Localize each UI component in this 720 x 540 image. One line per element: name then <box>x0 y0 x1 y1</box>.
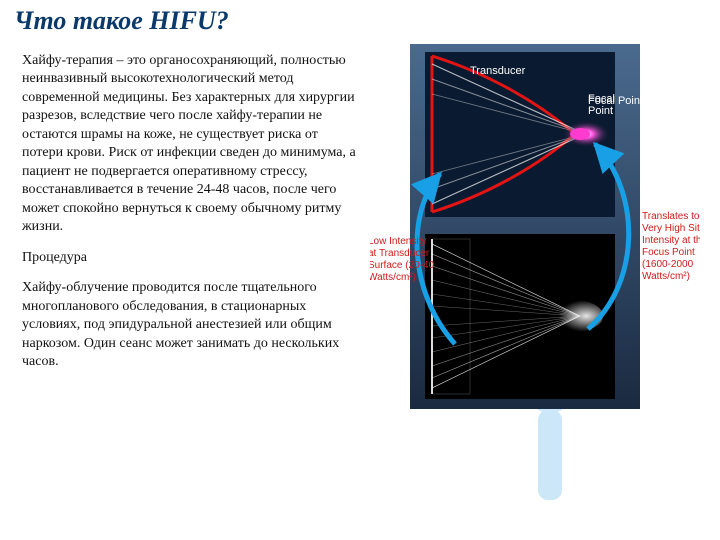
svg-text:at Transducer: at Transducer <box>370 248 430 259</box>
top-panel: Transducer Focal Point Focal Point <box>425 52 643 217</box>
paragraph: Хайфу-терапия – это органосохраняющий, п… <box>22 52 362 237</box>
label-focal-line1: Focal <box>588 93 615 105</box>
svg-text:Very High Site: Very High Site <box>642 223 700 234</box>
body-text-column: Хайфу-терапия – это органосохраняющий, п… <box>22 52 362 384</box>
bottom-panel <box>425 234 615 399</box>
label-high-intensity: Translates to Very High Site Intensity a… <box>642 211 700 282</box>
svg-text:Watts/cm²): Watts/cm²) <box>370 272 416 283</box>
page-title: Что такое HIFU? <box>14 6 229 36</box>
svg-text:Intensity at the: Intensity at the <box>642 235 700 246</box>
paragraph: Хайфу-облучение проводится после тщатель… <box>22 279 362 371</box>
svg-text:(1600-2000: (1600-2000 <box>642 259 694 270</box>
paragraph-heading: Процедура <box>22 249 362 267</box>
svg-text:Watts/cm²): Watts/cm²) <box>642 271 690 282</box>
svg-text:Surface (20-40: Surface (20-40 <box>370 260 435 271</box>
label-focal-line2: Point <box>588 105 613 117</box>
slide: Что такое HIFU? Хайфу-терапия – это орга… <box>0 0 720 540</box>
svg-text:Focus Point: Focus Point <box>642 247 695 258</box>
svg-text:Translates to: Translates to <box>642 211 700 222</box>
svg-text:Low Intensity: Low Intensity <box>370 236 426 247</box>
label-transducer: Transducer <box>470 65 526 77</box>
hifu-diagram: Transducer Focal Point Focal Point <box>370 44 700 464</box>
